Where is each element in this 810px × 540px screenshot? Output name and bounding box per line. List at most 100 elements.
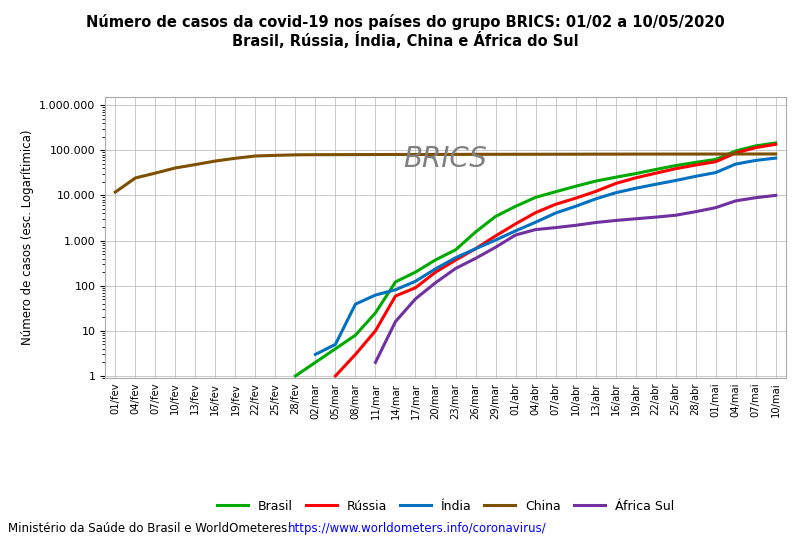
Índia <box>510 228 520 234</box>
Rússia <box>590 188 600 195</box>
Índia <box>431 266 441 272</box>
Índia <box>310 351 320 357</box>
China <box>551 151 561 158</box>
África Sul <box>450 265 460 272</box>
África Sul <box>691 208 701 215</box>
Rússia <box>431 269 441 275</box>
Y-axis label: Número de casos (esc. Logarítimica): Número de casos (esc. Logarítimica) <box>21 130 34 346</box>
Rússia <box>450 257 460 264</box>
Line: Rússia: Rússia <box>335 144 776 376</box>
Text: Brasil, Rússia, Índia, China e África do Sul: Brasil, Rússia, Índia, China e África do… <box>232 32 578 49</box>
China <box>211 158 220 164</box>
Rússia <box>330 373 340 379</box>
Brasil <box>611 174 620 180</box>
China <box>371 151 381 158</box>
Rússia <box>491 233 501 239</box>
Line: Brasil: Brasil <box>296 143 776 376</box>
Índia <box>491 237 501 244</box>
Brasil <box>371 309 381 316</box>
Brasil <box>310 359 320 366</box>
África Sul <box>731 198 740 204</box>
Brasil <box>590 178 600 184</box>
Rússia <box>471 246 480 252</box>
China <box>170 165 180 171</box>
China <box>330 151 340 158</box>
Brasil <box>631 170 641 177</box>
Text: BRICS: BRICS <box>403 145 488 173</box>
África Sul <box>590 219 600 226</box>
Índia <box>471 246 480 252</box>
Brasil <box>671 163 680 169</box>
China <box>271 152 280 159</box>
África Sul <box>390 319 400 325</box>
Rússia <box>691 162 701 168</box>
Índia <box>711 170 721 176</box>
Rússia <box>390 293 400 299</box>
China <box>231 155 241 161</box>
Brasil <box>291 373 301 379</box>
Brasil <box>711 156 721 163</box>
África Sul <box>631 215 641 222</box>
Brasil <box>411 269 420 275</box>
África Sul <box>611 217 620 224</box>
África Sul <box>671 212 680 219</box>
Brasil <box>471 229 480 235</box>
Text: Número de casos da covid-19 nos países do grupo BRICS: 01/02 a 10/05/2020: Número de casos da covid-19 nos países d… <box>86 14 724 30</box>
China <box>411 151 420 158</box>
Brasil <box>450 247 460 253</box>
Rússia <box>771 141 781 147</box>
Índia <box>751 157 761 164</box>
Índia <box>330 341 340 348</box>
Brasil <box>571 183 581 190</box>
Rússia <box>351 351 360 357</box>
China <box>110 189 120 195</box>
China <box>731 151 740 157</box>
China <box>711 151 721 157</box>
África Sul <box>650 214 660 220</box>
Brasil <box>551 188 561 195</box>
Índia <box>611 190 620 196</box>
China <box>151 170 160 177</box>
China <box>471 151 480 158</box>
Rússia <box>731 150 740 156</box>
Índia <box>551 210 561 217</box>
China <box>491 151 501 158</box>
Rússia <box>571 195 581 201</box>
China <box>291 152 301 158</box>
Brasil <box>731 148 740 154</box>
China <box>650 151 660 157</box>
Índia <box>571 203 581 210</box>
Line: Índia: Índia <box>315 158 776 354</box>
Brasil <box>751 143 761 149</box>
Rússia <box>671 165 680 172</box>
Índia <box>671 177 680 184</box>
China <box>571 151 581 158</box>
Rússia <box>711 158 721 165</box>
China <box>510 151 520 158</box>
China <box>691 151 701 157</box>
China <box>310 151 320 158</box>
Brasil <box>531 194 540 200</box>
Rússia <box>371 328 381 334</box>
Índia <box>691 173 701 180</box>
África Sul <box>411 295 420 302</box>
Rússia <box>631 174 641 181</box>
África Sul <box>551 225 561 231</box>
Rússia <box>411 285 420 291</box>
Brasil <box>491 213 501 220</box>
Índia <box>590 195 600 202</box>
China <box>631 151 641 157</box>
Índia <box>390 287 400 293</box>
África Sul <box>471 255 480 262</box>
Índia <box>650 181 660 187</box>
Índia <box>631 185 641 192</box>
China <box>590 151 600 157</box>
Legend: Brasil, Rússia, Índia, China, África Sul: Brasil, Rússia, Índia, China, África Sul <box>211 495 680 518</box>
Brasil <box>650 166 660 173</box>
Índia <box>371 292 381 298</box>
Line: China: China <box>115 154 776 192</box>
África Sul <box>571 222 581 228</box>
China <box>611 151 620 157</box>
Brasil <box>390 279 400 285</box>
Brasil <box>771 140 781 146</box>
